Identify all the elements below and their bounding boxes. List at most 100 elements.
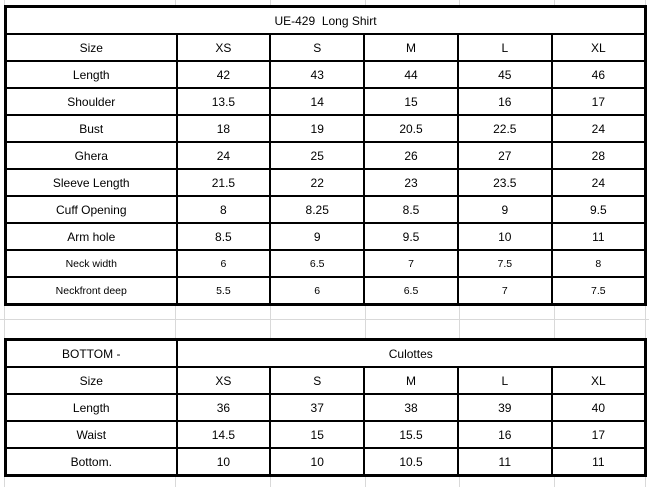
size-value: 24 [550,114,647,143]
size-value: 36 [175,393,272,422]
table-row: Neckfront deep 5.5 6 6.5 7 7.5 [4,276,647,306]
size-value: 7.5 [456,249,553,278]
size-value: 26 [363,141,459,170]
size-value: 7 [363,249,459,278]
size-value: 8.25 [269,195,366,224]
size-value: 20.5 [363,114,459,143]
column-header-row: Size XS S M L XL [4,33,647,62]
table-row: Shoulder 13.5 14 15 16 17 [4,87,647,116]
size-value: 17 [550,87,647,116]
gridline [0,319,649,320]
size-value: 19 [269,114,366,143]
column-header-row: Size XS S M L XL [4,366,647,395]
row-label: Neck width [4,249,178,278]
table-title: Culottes [175,338,647,368]
column-header-size: Size [4,366,178,395]
size-value: 9.5 [550,195,647,224]
column-header-s: S [269,366,366,395]
size-value: 46 [550,60,647,89]
size-value: 27 [456,141,553,170]
size-value: 22 [269,168,366,197]
size-value: 8.5 [363,195,459,224]
column-header-l: L [456,366,553,395]
size-value: 9 [269,222,366,251]
column-header-xl: XL [550,33,647,62]
size-value: 7.5 [550,276,647,306]
row-label: Ghera [4,141,178,170]
table-row: Cuff Opening 8 8.25 8.5 9 9.5 [4,195,647,224]
row-label: Neckfront deep [4,276,178,306]
table-row: Ghera 24 25 26 27 28 [4,141,647,170]
size-value: 28 [550,141,647,170]
table-row: Arm hole 8.5 9 9.5 10 11 [4,222,647,251]
column-header-m: M [363,366,459,395]
size-value: 6 [175,249,272,278]
size-value: 38 [363,393,459,422]
size-value: 8 [550,249,647,278]
size-value: 9 [456,195,553,224]
table-row: Neck width 6 6.5 7 7.5 8 [4,249,647,278]
table-row: Length 36 37 38 39 40 [4,393,647,422]
size-value: 8 [175,195,272,224]
size-value: 9.5 [363,222,459,251]
size-value: 11 [550,447,647,477]
column-header-size: Size [4,33,178,62]
table-row: Waist 14.5 15 15.5 16 17 [4,420,647,449]
size-value: 10.5 [363,447,459,477]
size-value: 40 [550,393,647,422]
size-value: 10 [175,447,272,477]
row-label: Bust [4,114,178,143]
size-value: 22.5 [456,114,553,143]
table-row: Sleeve Length 21.5 22 23 23.5 24 [4,168,647,197]
size-value: 37 [269,393,366,422]
column-header-l: L [456,33,553,62]
size-value: 11 [456,447,553,477]
size-value: 23 [363,168,459,197]
size-value: 15 [269,420,366,449]
column-header-xs: XS [175,366,272,395]
row-label: Length [4,393,178,422]
row-label: Cuff Opening [4,195,178,224]
column-header-xs: XS [175,33,272,62]
size-value: 17 [550,420,647,449]
size-value: 18 [175,114,272,143]
row-label: Bottom. [4,447,178,477]
size-value: 23.5 [456,168,553,197]
size-value: 10 [269,447,366,477]
size-value: 44 [363,60,459,89]
row-label: Length [4,60,178,89]
size-value: 6.5 [363,276,459,306]
table-title: UE-429 Long Shirt [4,5,647,35]
table-row: Bottom. 10 10 10.5 11 11 [4,447,647,477]
row-label: Shoulder [4,87,178,116]
shirt-size-table: UE-429 Long Shirt Size XS S M L XL Lengt… [4,5,647,306]
row-label: Waist [4,420,178,449]
row-label: Sleeve Length [4,168,178,197]
size-value: 5.5 [175,276,272,306]
size-value: 10 [456,222,553,251]
size-value: 14 [269,87,366,116]
size-value: 43 [269,60,366,89]
table-title-row: BOTTOM - Culottes [4,338,647,368]
size-value: 11 [550,222,647,251]
size-value: 45 [456,60,553,89]
size-value: 14.5 [175,420,272,449]
size-value: 16 [456,87,553,116]
table-row: Bust 18 19 20.5 22.5 24 [4,114,647,143]
size-value: 15 [363,87,459,116]
size-value: 21.5 [175,168,272,197]
size-value: 6.5 [269,249,366,278]
size-value: 24 [550,168,647,197]
column-header-xl: XL [550,366,647,395]
size-value: 39 [456,393,553,422]
culottes-size-table: BOTTOM - Culottes Size XS S M L XL Lengt… [4,338,647,477]
row-label: Arm hole [4,222,178,251]
size-value: 7 [456,276,553,306]
size-value: 13.5 [175,87,272,116]
size-value: 8.5 [175,222,272,251]
table-title-row: UE-429 Long Shirt [4,5,647,35]
size-value: 6 [269,276,366,306]
column-header-m: M [363,33,459,62]
bottom-label: BOTTOM - [4,338,178,368]
table-row: Length 42 43 44 45 46 [4,60,647,89]
